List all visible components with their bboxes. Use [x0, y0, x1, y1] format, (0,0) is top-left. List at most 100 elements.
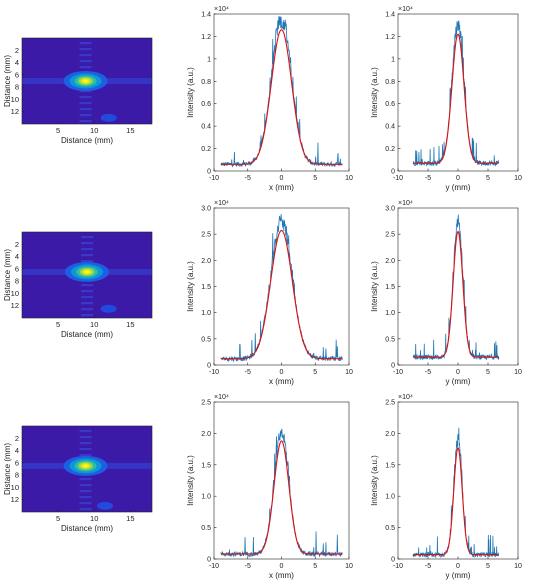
x-tick-label: 5 — [313, 369, 317, 376]
gaussian-fit-line — [413, 446, 499, 556]
y-profile-plot: 0 0.5 1.0 1.5 2.0 2.5 -10 -5 0 5 10 ×10⁴ y (mm) Inten… — [370, 394, 522, 580]
plot-frame — [397, 207, 519, 366]
y-tick-label: 3.0 — [201, 206, 211, 213]
heatmap-fringe — [79, 496, 92, 499]
heatmap-y-tick-label: 4 — [15, 446, 19, 455]
y-tick-label: 2.5 — [201, 232, 211, 239]
y-tick-label: 1.0 — [201, 494, 211, 501]
y-tick-label: 1.5 — [385, 284, 395, 291]
heatmap-fringe — [79, 42, 92, 45]
x-axis-label: y (mm) — [446, 183, 471, 192]
y-tick-label: 0.8 — [201, 79, 211, 86]
y-tick-label: 1.4 — [385, 12, 395, 19]
y-tick-label: 2.0 — [385, 258, 395, 265]
y-tick-label: 2.5 — [385, 400, 395, 407]
heatmap-frame — [21, 37, 153, 125]
heatmap-spot — [84, 270, 90, 274]
heatmap-y-tick-label: 8 — [15, 83, 19, 92]
measured-series-line — [220, 16, 343, 168]
heatmap-x-axis-label: Distance (mm) — [61, 330, 113, 339]
x-tick-label: 0 — [280, 369, 284, 376]
x-profile-plot: 0 0.5 1.0 1.5 2.0 2.5 3.0 -10 -5 0 5 10 ×10⁴ x (mm) In… — [186, 200, 353, 386]
heatmap-y-tick-label: 2 — [15, 434, 19, 443]
heatmap-fringe — [81, 308, 93, 311]
heatmap-fringe — [79, 442, 92, 445]
heatmap-minor-spot — [100, 113, 117, 122]
x-tick-label: 0 — [456, 175, 460, 182]
heatmap-y-tick-label: 4 — [15, 252, 19, 261]
x-profile-plot: 0 0.5 1.0 1.5 2.0 2.5 -10 -5 0 5 10 ×10⁴ x (mm) Inten… — [186, 394, 353, 580]
heatmap-y-tick-label: 2 — [15, 240, 19, 249]
heatmap-x-tick-label: 10 — [90, 320, 98, 329]
heatmap-fringe — [81, 284, 93, 287]
x-profile-plot: 0 0.2 0.4 0.6 0.8 1 1.2 1.4 -10 -5 0 5 10 ×10⁴ x (mm) I… — [186, 6, 353, 192]
x-tick-label: -5 — [425, 369, 431, 376]
y-axis-label: Intensity (a.u.) — [370, 455, 379, 506]
gaussian-fit-line — [413, 33, 499, 164]
plot-frame — [397, 401, 519, 560]
gaussian-fit-line — [413, 230, 499, 358]
y-axis-label: Intensity (a.u.) — [186, 67, 195, 118]
y-tick-label: 0 — [207, 557, 211, 564]
heatmap-y-tick-label: 12 — [11, 301, 19, 310]
y-exponent-label: ×10⁴ — [214, 394, 229, 401]
x-tick-label: -10 — [393, 563, 403, 570]
y-tick-label: 2.0 — [385, 431, 395, 438]
heatmap-fringe — [81, 248, 93, 251]
y-tick-label: 0.4 — [201, 124, 211, 131]
y-tick-label: 0.5 — [201, 336, 211, 343]
y-tick-label: 0 — [391, 557, 395, 564]
y-tick-label: 1 — [207, 56, 211, 63]
heatmap-frame — [21, 425, 153, 513]
heatmap-y-tick-label: 6 — [15, 70, 19, 79]
heatmap-x-axis-label: Distance (mm) — [61, 524, 113, 533]
heatmap-fringe — [79, 436, 92, 439]
heatmap-fringe — [81, 242, 93, 245]
heatmap-x-tick-label: 15 — [126, 514, 134, 523]
x-tick-label: 10 — [345, 563, 353, 570]
heatmap-y-tick-label: 6 — [15, 264, 19, 273]
y-exponent-label: ×10⁴ — [398, 394, 413, 401]
heatmap-fringe — [79, 430, 92, 433]
heatmap-fringe — [79, 102, 92, 105]
heatmap-y-tick-label: 8 — [15, 277, 19, 286]
y-tick-label: 1.2 — [201, 34, 211, 41]
heatmap-x-tick-label: 5 — [56, 320, 60, 329]
measured-series-line — [220, 428, 343, 558]
y-tick-label: 0 — [391, 169, 395, 176]
gaussian-fit-line — [220, 440, 343, 555]
heatmap-fringe — [79, 120, 92, 123]
heatmap-fringe — [79, 96, 92, 99]
y-tick-label: 1 — [391, 56, 395, 63]
x-tick-label: 5 — [486, 175, 490, 182]
x-axis-label: x (mm) — [269, 571, 294, 580]
heatmap-fringe — [81, 290, 93, 293]
y-tick-label: 1.5 — [201, 284, 211, 291]
y-tick-label: 1.0 — [201, 310, 211, 317]
heatmap-fringe — [79, 54, 92, 57]
y-tick-label: 3.0 — [385, 206, 395, 213]
heatmap-fringe — [81, 254, 93, 257]
heatmap-fringe — [81, 260, 93, 263]
heatmap-x-axis-label: Distance (mm) — [61, 136, 113, 145]
heatmap-y-tick-label: 10 — [11, 483, 19, 492]
y-profile-plot: 0 0.5 1.0 1.5 2.0 2.5 3.0 -10 -5 0 5 10 ×10⁴ y (mm) In… — [370, 200, 522, 386]
heatmap-fringe — [79, 490, 92, 493]
heatmap-y-tick-label: 8 — [15, 471, 19, 480]
y-axis-label: Intensity (a.u.) — [370, 67, 379, 118]
heatmap-x-tick-label: 15 — [126, 126, 134, 135]
x-tick-label: 0 — [456, 563, 460, 570]
heatmap-y-tick-label: 12 — [11, 107, 19, 116]
y-tick-label: 2.5 — [201, 400, 211, 407]
heatmap-fringe — [79, 508, 92, 511]
heatmap-y-axis-label: Distance (mm) — [3, 443, 12, 495]
x-tick-label: 10 — [514, 563, 522, 570]
x-tick-label: -5 — [425, 563, 431, 570]
heatmap-x-tick-label: 10 — [90, 514, 98, 523]
x-tick-label: 0 — [280, 563, 284, 570]
x-tick-label: 10 — [514, 175, 522, 182]
y-axis-label: Intensity (a.u.) — [370, 261, 379, 312]
heatmap-minor-spot — [100, 304, 117, 313]
x-tick-label: 5 — [486, 563, 490, 570]
heatmap-y-tick-label: 12 — [11, 495, 19, 504]
